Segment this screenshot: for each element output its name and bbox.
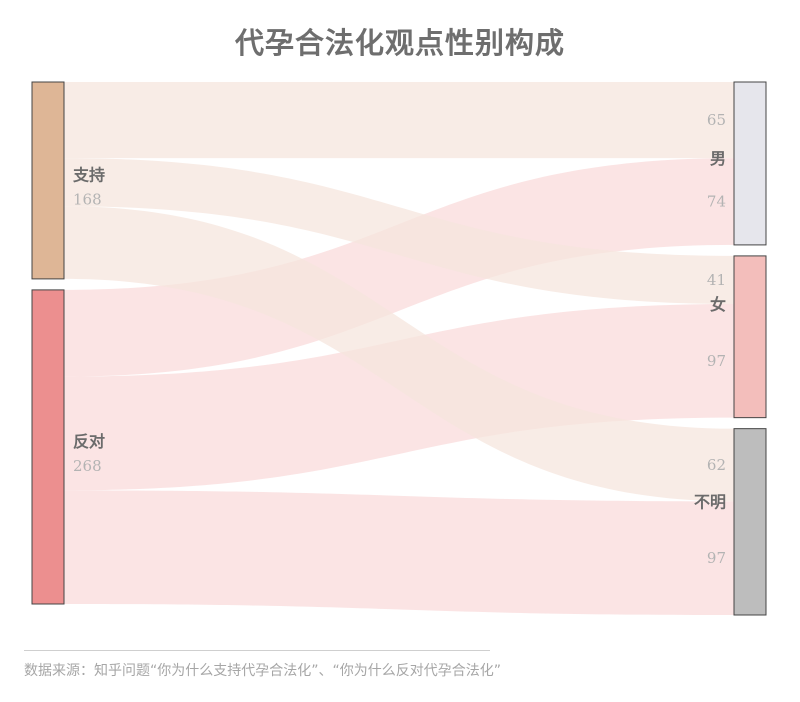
link-oppose-male	[64, 158, 734, 377]
link-oppose-female	[64, 303, 734, 491]
link-value-support-female: 41	[707, 271, 726, 289]
node-oppose	[31, 289, 65, 605]
node-label-male: 男	[710, 149, 726, 168]
link-value-oppose-male: 74	[707, 193, 726, 211]
link-value-support-unknown: 62	[707, 456, 726, 474]
link-support-female	[64, 158, 734, 304]
link-value-oppose-female: 97	[707, 352, 726, 370]
link-oppose-unknown	[64, 490, 734, 615]
link-value-oppose-unknown: 97	[707, 549, 726, 567]
node-label-unknown: 不明	[694, 492, 726, 511]
node-layer	[31, 81, 767, 616]
node-label-oppose: 反对	[73, 432, 105, 451]
node-value-support: 168	[73, 190, 102, 208]
link-value-support-male: 65	[707, 111, 726, 129]
link-support-male	[64, 82, 734, 159]
node-value-oppose: 268	[73, 457, 102, 475]
source-divider	[24, 650, 490, 651]
node-female	[733, 255, 767, 419]
node-label-support: 支持	[72, 165, 105, 184]
node-male	[733, 81, 767, 246]
node-label-female: 女	[710, 295, 726, 314]
link-support-unknown	[64, 206, 734, 502]
node-support	[31, 81, 65, 280]
chart-title: 代孕合法化观点性别构成	[234, 26, 565, 60]
source-note: 数据来源：知乎问题“你为什么支持代孕合法化”、“你为什么反对代孕合法化”	[24, 663, 502, 679]
node-unknown	[733, 428, 767, 616]
link-layer	[64, 82, 734, 615]
